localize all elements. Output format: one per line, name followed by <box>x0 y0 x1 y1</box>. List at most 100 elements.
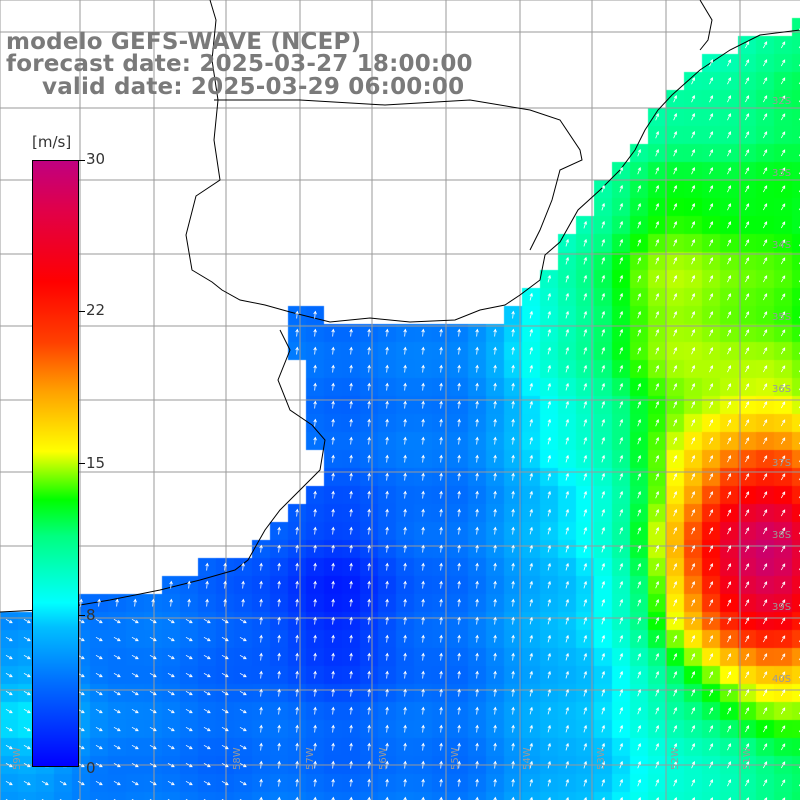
wind-arrow <box>185 654 193 660</box>
wind-arrow <box>762 725 768 733</box>
wind-arrow <box>23 636 31 642</box>
wind-arrow <box>131 708 139 714</box>
wind-arrow <box>385 634 389 643</box>
wind-arrow <box>385 508 389 517</box>
wind-arrow <box>313 760 317 769</box>
wind-arrow <box>5 672 13 678</box>
wind-arrow <box>493 490 497 499</box>
wind-arrow <box>565 346 570 355</box>
wind-arrow <box>511 598 515 607</box>
wind-arrow <box>547 526 552 535</box>
wind-arrow <box>583 382 588 391</box>
wind-arrow <box>403 796 407 800</box>
wind-arrow <box>457 742 461 751</box>
wind-arrow <box>673 725 678 733</box>
wind-arrow <box>745 167 750 175</box>
wind-arrow <box>457 544 461 553</box>
wind-arrow <box>185 780 193 786</box>
wind-arrow <box>457 562 461 571</box>
wind-arrow <box>349 526 353 535</box>
wind-arrow <box>167 636 175 642</box>
wind-arrow <box>583 436 588 445</box>
wind-arrow <box>619 634 624 643</box>
wind-arrow <box>475 724 479 733</box>
wind-arrow <box>221 780 229 786</box>
wind-arrow <box>619 328 624 337</box>
wind-arrow <box>762 329 768 337</box>
wind-arrow <box>421 634 425 643</box>
wind-arrow <box>277 670 281 679</box>
wind-arrow <box>601 544 606 553</box>
wind-arrow <box>655 724 660 733</box>
wind-arrow <box>565 454 570 463</box>
wind-arrow <box>185 762 193 768</box>
map-title-valid-date: valid date: 2025-03-29 06:00:00 <box>42 74 465 100</box>
wind-arrow <box>601 220 606 229</box>
wind-arrow <box>95 762 103 768</box>
wind-arrow <box>691 113 696 121</box>
lon-label-58w: 58W <box>232 747 243 770</box>
wind-arrow <box>367 760 371 769</box>
wind-arrow <box>23 780 31 786</box>
wind-arrow <box>709 95 714 103</box>
wind-arrow <box>637 742 642 751</box>
wind-arrow <box>780 77 786 85</box>
wind-arrow <box>475 400 479 409</box>
wind-arrow <box>113 672 121 678</box>
wind-arrow <box>727 419 732 427</box>
wind-arrow <box>745 581 750 589</box>
wind-arrow <box>727 383 732 391</box>
colorbar-tick-mark-30 <box>79 160 85 161</box>
wind-arrow <box>313 544 317 553</box>
coastline-river-plate-north <box>185 0 800 323</box>
wind-arrow <box>205 598 209 607</box>
wind-arrow <box>221 654 229 660</box>
wind-arrow <box>745 293 750 301</box>
wind-arrow <box>762 167 768 175</box>
wind-arrow <box>691 167 696 175</box>
wind-arrow <box>637 166 642 175</box>
wind-arrow <box>565 760 570 769</box>
wind-arrow <box>457 706 461 715</box>
wind-arrow <box>385 328 389 337</box>
wind-arrow <box>131 618 139 624</box>
wind-arrow <box>637 400 642 409</box>
wind-arrow <box>691 617 696 625</box>
wind-arrow <box>780 653 786 661</box>
wind-arrow <box>637 544 642 553</box>
wind-arrow <box>637 724 642 733</box>
wind-arrow <box>313 778 317 787</box>
wind-arrow <box>403 400 407 409</box>
wind-arrow <box>619 220 624 229</box>
wind-arrow <box>601 526 606 535</box>
wind-arrow <box>709 293 714 301</box>
wind-arrow <box>493 454 497 463</box>
wind-arrow <box>780 599 786 607</box>
wind-arrow <box>295 652 299 661</box>
wind-arrow <box>601 310 606 319</box>
wind-arrow <box>565 706 570 715</box>
wind-arrow <box>169 598 173 607</box>
wind-arrow <box>239 690 247 696</box>
wind-arrow <box>113 618 121 624</box>
wind-arrow <box>780 239 786 247</box>
wind-arrow <box>131 744 139 750</box>
wind-arrow <box>655 418 660 427</box>
wind-arrow <box>709 653 714 661</box>
wind-arrow <box>565 328 570 337</box>
wind-arrow <box>637 148 642 157</box>
wind-arrow <box>185 690 193 696</box>
wind-arrow <box>745 527 750 535</box>
wind-arrow <box>511 418 515 427</box>
wind-arrow <box>691 689 696 697</box>
wind-arrow <box>709 221 714 229</box>
wind-arrow <box>457 526 461 535</box>
wind-arrow <box>511 616 515 625</box>
wind-arrow <box>457 634 461 643</box>
wind-arrow <box>745 689 750 697</box>
wind-arrow <box>655 436 660 445</box>
wind-arrow <box>547 454 552 463</box>
wind-arrow <box>745 761 750 769</box>
wind-arrow <box>727 527 732 535</box>
wind-arrow <box>745 221 750 229</box>
